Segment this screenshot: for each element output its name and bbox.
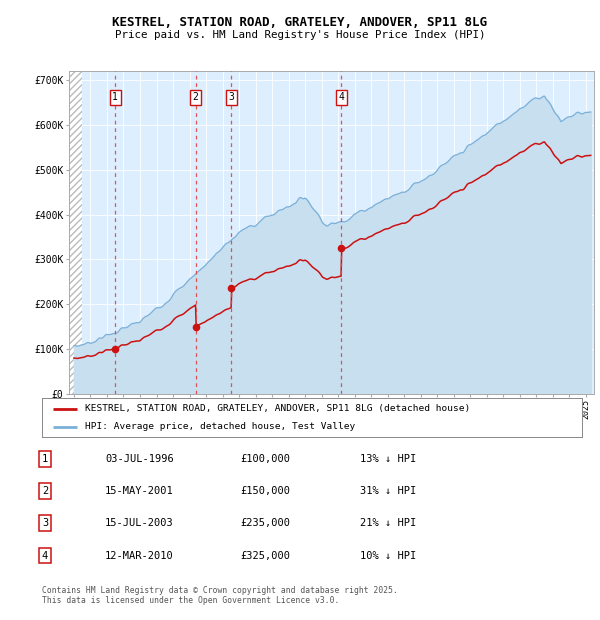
Text: 10% ↓ HPI: 10% ↓ HPI [360,551,416,560]
Text: £325,000: £325,000 [240,551,290,560]
Text: Price paid vs. HM Land Registry's House Price Index (HPI): Price paid vs. HM Land Registry's House … [115,30,485,40]
Text: 12-MAR-2010: 12-MAR-2010 [105,551,174,560]
Text: 3: 3 [229,92,235,102]
Text: 4: 4 [338,92,344,102]
Text: 15-MAY-2001: 15-MAY-2001 [105,486,174,496]
Text: KESTREL, STATION ROAD, GRATELEY, ANDOVER, SP11 8LG: KESTREL, STATION ROAD, GRATELEY, ANDOVER… [113,16,487,29]
Text: 21% ↓ HPI: 21% ↓ HPI [360,518,416,528]
Text: 3: 3 [42,518,48,528]
Text: 1: 1 [112,92,118,102]
Text: 15-JUL-2003: 15-JUL-2003 [105,518,174,528]
Text: 03-JUL-1996: 03-JUL-1996 [105,454,174,464]
Text: KESTREL, STATION ROAD, GRATELEY, ANDOVER, SP11 8LG (detached house): KESTREL, STATION ROAD, GRATELEY, ANDOVER… [85,404,470,413]
Text: £235,000: £235,000 [240,518,290,528]
Text: 4: 4 [42,551,48,560]
Text: 1: 1 [42,454,48,464]
Text: 13% ↓ HPI: 13% ↓ HPI [360,454,416,464]
Text: HPI: Average price, detached house, Test Valley: HPI: Average price, detached house, Test… [85,422,355,431]
Text: 31% ↓ HPI: 31% ↓ HPI [360,486,416,496]
Text: £150,000: £150,000 [240,486,290,496]
Text: Contains HM Land Registry data © Crown copyright and database right 2025.
This d: Contains HM Land Registry data © Crown c… [42,586,398,605]
Text: 2: 2 [193,92,199,102]
Text: £100,000: £100,000 [240,454,290,464]
Text: 2: 2 [42,486,48,496]
